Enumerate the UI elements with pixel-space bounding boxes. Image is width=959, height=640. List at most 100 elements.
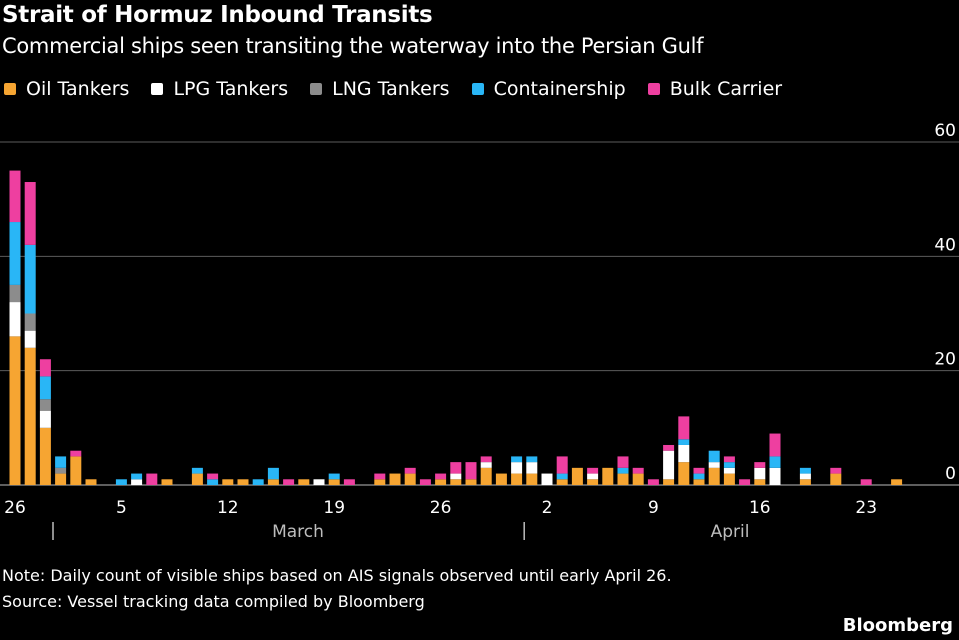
bar-lpg-tankers [313, 479, 325, 485]
bar-lpg-tankers [526, 462, 538, 474]
bar-containership [799, 467, 811, 474]
bar-containership [617, 467, 629, 474]
bar-oil-tankers [617, 473, 629, 485]
legend-label-lng-tankers: LNG Tankers [332, 78, 450, 100]
legend-swatch-bulk-carrier [647, 83, 660, 95]
bar-bulk-carrier [556, 456, 568, 474]
bar-lpg-tankers [587, 473, 599, 480]
bar-oil-tankers [404, 473, 416, 485]
y-tick-label: 60 [934, 121, 956, 141]
legend: Oil Tankers LPG Tankers LNG Tankers Cont… [4, 78, 804, 100]
bar-bulk-carrier [9, 170, 21, 223]
bar-containership [769, 456, 781, 468]
bar-lpg-tankers [708, 462, 720, 468]
bar-oil-tankers [663, 479, 675, 485]
bar-lpg-tankers [511, 462, 523, 474]
bar-oil-tankers [587, 479, 599, 485]
x-tick-label: 26 [430, 498, 452, 518]
legend-swatch-lng-tankers [310, 83, 323, 95]
bar-oil-tankers [723, 473, 735, 485]
bar-oil-tankers [465, 479, 477, 485]
bar-oil-tankers [830, 473, 842, 485]
legend-item-lng-tankers: LNG Tankers [310, 78, 450, 100]
bar-oil-tankers [511, 473, 523, 485]
x-tick-label: 16 [749, 498, 771, 518]
legend-label-bulk-carrier: Bulk Carrier [669, 78, 783, 100]
bar-bulk-carrier [647, 479, 659, 485]
month-label: April [711, 522, 750, 542]
bar-oil-tankers [298, 479, 310, 485]
legend-swatch-containership [471, 83, 484, 95]
chart-source: Source: Vessel tracking data compiled by… [2, 592, 425, 611]
bar-containership [723, 462, 735, 468]
bar-oil-tankers [754, 479, 766, 485]
bar-oil-tankers [70, 456, 82, 485]
y-tick-label: 20 [934, 350, 956, 370]
bar-bulk-carrier [754, 462, 766, 468]
bar-bulk-carrier [207, 473, 219, 480]
bar-lpg-tankers [769, 467, 781, 485]
bar-oil-tankers [328, 479, 340, 485]
bar-oil-tankers [708, 467, 720, 485]
month-label: March [272, 522, 324, 542]
bar-bulk-carrier [693, 467, 705, 474]
bar-oil-tankers [678, 462, 690, 485]
bar-oil-tankers [799, 479, 811, 485]
y-tick-label: 0 [945, 464, 956, 484]
bar-bulk-carrier [830, 467, 842, 474]
bar-bulk-carrier [39, 359, 51, 377]
bar-containership [526, 456, 538, 463]
x-tick-label: 26 [4, 498, 26, 518]
legend-label-lpg-tankers: LPG Tankers [173, 78, 289, 100]
bar-oil-tankers [450, 479, 462, 485]
bar-oil-tankers [571, 467, 583, 485]
bar-containership [131, 473, 143, 480]
bar-oil-tankers [237, 479, 249, 485]
bar-lpg-tankers [754, 467, 766, 480]
bar-bulk-carrier [663, 444, 675, 451]
bar-oil-tankers [389, 473, 401, 485]
x-tick-label: 5 [116, 498, 127, 518]
bar-containership [24, 244, 36, 314]
bar-oil-tankers [85, 479, 97, 485]
bar-bulk-carrier [678, 416, 690, 440]
bar-lng-tankers [39, 399, 51, 411]
bar-containership [678, 439, 690, 445]
bar-containership [511, 456, 523, 463]
bar-bulk-carrier [374, 473, 386, 480]
bar-bulk-carrier [70, 450, 82, 457]
bar-lpg-tankers [39, 410, 51, 428]
bar-lpg-tankers [480, 462, 492, 468]
bar-containership [9, 222, 21, 285]
bar-lng-tankers [24, 313, 36, 331]
bar-oil-tankers [39, 427, 51, 485]
bar-oil-tankers [495, 473, 507, 485]
bar-lpg-tankers [723, 467, 735, 474]
bar-lpg-tankers [663, 450, 675, 480]
bar-oil-tankers [24, 347, 36, 485]
bar-bulk-carrier [587, 467, 599, 474]
bar-containership [708, 450, 720, 463]
legend-item-containership: Containership [471, 78, 626, 100]
bar-lpg-tankers [24, 330, 36, 348]
bar-bulk-carrier [404, 467, 416, 474]
x-tick-label: 9 [648, 498, 659, 518]
bar-bulk-carrier [723, 456, 735, 463]
chart-plot: 0 20 40 60 26 5 12 19 26 2 9 16 23 March April [0, 121, 959, 542]
bar-bulk-carrier [480, 456, 492, 463]
bar-lng-tankers [55, 467, 67, 474]
x-tick-label: 23 [855, 498, 877, 518]
bar-bulk-carrier [146, 473, 158, 485]
bar-oil-tankers [55, 473, 67, 485]
bar-containership [267, 467, 279, 480]
bar-containership [693, 473, 705, 480]
bar-lpg-tankers [541, 473, 553, 485]
bar-lng-tankers [9, 284, 21, 303]
bar-oil-tankers [632, 473, 644, 485]
chart-subtitle: Commercial ships seen transiting the wat… [2, 34, 704, 58]
chart-note: Note: Daily count of visible ships based… [2, 566, 672, 585]
bar-oil-tankers [191, 473, 203, 485]
bar-containership [39, 376, 51, 400]
chart-title: Strait of Hormuz Inbound Transits [2, 2, 433, 28]
bar-containership [191, 467, 203, 474]
